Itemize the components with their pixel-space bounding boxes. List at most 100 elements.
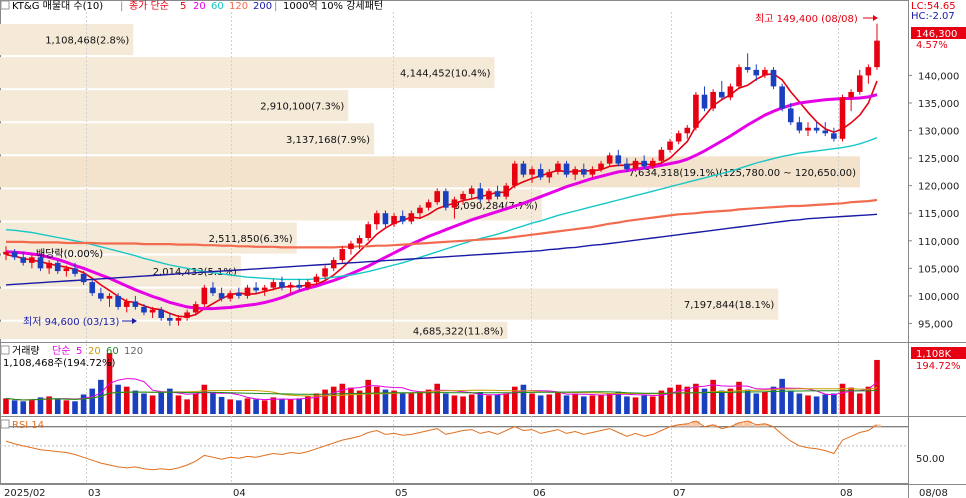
volume-ma-120: 120 xyxy=(124,346,143,357)
candle-body xyxy=(494,191,501,197)
volume-bar xyxy=(529,393,535,414)
candle-body xyxy=(572,169,578,175)
candle-body xyxy=(822,130,829,134)
volume-bar xyxy=(149,395,156,414)
candle-body xyxy=(649,160,656,167)
candle-body xyxy=(115,295,121,307)
rsi-line xyxy=(0,420,908,471)
candle-body xyxy=(520,163,527,175)
candle-body xyxy=(589,169,596,175)
volume-bar xyxy=(762,391,768,414)
volume-bar xyxy=(503,393,509,414)
volume-ma-20: 20 xyxy=(88,346,101,357)
rsi-toggle-icon[interactable] xyxy=(0,419,10,429)
legend-separator-2: | xyxy=(274,1,277,12)
volume-profile-bar xyxy=(0,156,860,188)
y-tick-label: 115,000 xyxy=(918,209,959,220)
candle-body xyxy=(63,268,70,272)
volume-profile-bar xyxy=(0,189,542,221)
candle-body xyxy=(339,249,346,261)
volume-bar xyxy=(434,383,440,414)
candle-body xyxy=(305,282,311,288)
candle-body xyxy=(744,67,751,70)
volume-bar xyxy=(848,387,854,414)
volume-bar xyxy=(184,399,190,414)
volume-bar xyxy=(46,396,52,414)
legend-separator: | xyxy=(120,1,123,12)
volume-bar xyxy=(667,387,673,414)
candle-body xyxy=(391,215,397,225)
candle-body xyxy=(141,306,147,313)
candle-body xyxy=(261,287,268,291)
volume-bar xyxy=(167,388,173,414)
volume-bar xyxy=(236,400,242,414)
volume-ma-line-60 xyxy=(5,389,878,401)
volume-profile-bar xyxy=(0,90,349,122)
rsi-tick-50: 50.00 xyxy=(916,454,945,465)
candle-body xyxy=(106,295,113,299)
volume-bar xyxy=(330,386,337,414)
ma-line-60 xyxy=(5,137,878,281)
volume-bar xyxy=(141,393,147,414)
candle-body xyxy=(831,133,837,139)
candle-body xyxy=(580,169,587,175)
volume-bar xyxy=(98,379,104,414)
volume-bar xyxy=(839,383,846,414)
volume-bar xyxy=(287,399,294,414)
x-tick-label: 07 xyxy=(673,488,686,498)
ma-line-120 xyxy=(6,198,878,249)
candle-body xyxy=(123,301,130,307)
rsi-title: RSI 14 xyxy=(12,420,44,431)
volume-bar xyxy=(322,389,328,414)
volume-bar xyxy=(598,394,604,414)
candle-body xyxy=(37,257,44,269)
volume-profile-label: 3,090,284(7.7%) xyxy=(454,201,538,212)
ma-period-20: 20 xyxy=(193,1,206,12)
rsi-line-path xyxy=(5,420,878,471)
candle-body xyxy=(3,251,9,255)
volume-bar xyxy=(425,389,432,414)
current-price-badge xyxy=(911,27,966,39)
volume-bar xyxy=(779,378,785,414)
candle-body xyxy=(598,163,604,170)
volume-bar xyxy=(486,395,492,414)
candle-body xyxy=(365,224,371,239)
candle-body xyxy=(72,268,78,274)
y-tick-label: 135,000 xyxy=(918,99,959,110)
candle-body xyxy=(210,287,216,294)
candle-body xyxy=(546,171,553,178)
volume-bar xyxy=(399,392,406,414)
volume-legend: 거래량 단순 5 20 60 120 1,108,468주(194.72%) xyxy=(0,345,143,369)
volume-bar xyxy=(718,390,725,414)
candle-body xyxy=(658,149,665,161)
legend-toggle-icon[interactable] xyxy=(0,0,10,10)
volume-bar xyxy=(546,394,553,414)
candle-body xyxy=(434,191,440,203)
candle-body xyxy=(399,215,406,222)
volume-profile-label: 3,137,168(7.9%) xyxy=(286,135,370,146)
candle-body xyxy=(98,293,104,299)
candle-body xyxy=(503,185,509,197)
candle-body xyxy=(874,40,880,68)
volume-bar xyxy=(382,389,389,414)
rsi-overbought-fill xyxy=(674,420,881,427)
volume-ma-60: 60 xyxy=(106,346,119,357)
candle-body xyxy=(175,317,182,321)
axes: 140,000 135,000 130,000 125,000 120,000 115,0… xyxy=(4,71,959,498)
volume-bar xyxy=(11,400,18,414)
candle-body xyxy=(313,276,320,283)
volume-bar xyxy=(132,390,139,414)
candle-body xyxy=(675,133,682,142)
high-arrow-head xyxy=(873,15,878,21)
candle-body xyxy=(132,301,139,307)
candle-body xyxy=(848,91,854,98)
volume-bar xyxy=(391,390,397,414)
volume-bar xyxy=(339,383,346,414)
candle-body xyxy=(356,238,363,244)
candle-body xyxy=(701,94,708,109)
volume-toggle-icon[interactable] xyxy=(0,345,10,355)
volume-bar xyxy=(701,388,708,414)
volume-bar xyxy=(29,399,35,414)
volume-bar xyxy=(632,397,639,414)
